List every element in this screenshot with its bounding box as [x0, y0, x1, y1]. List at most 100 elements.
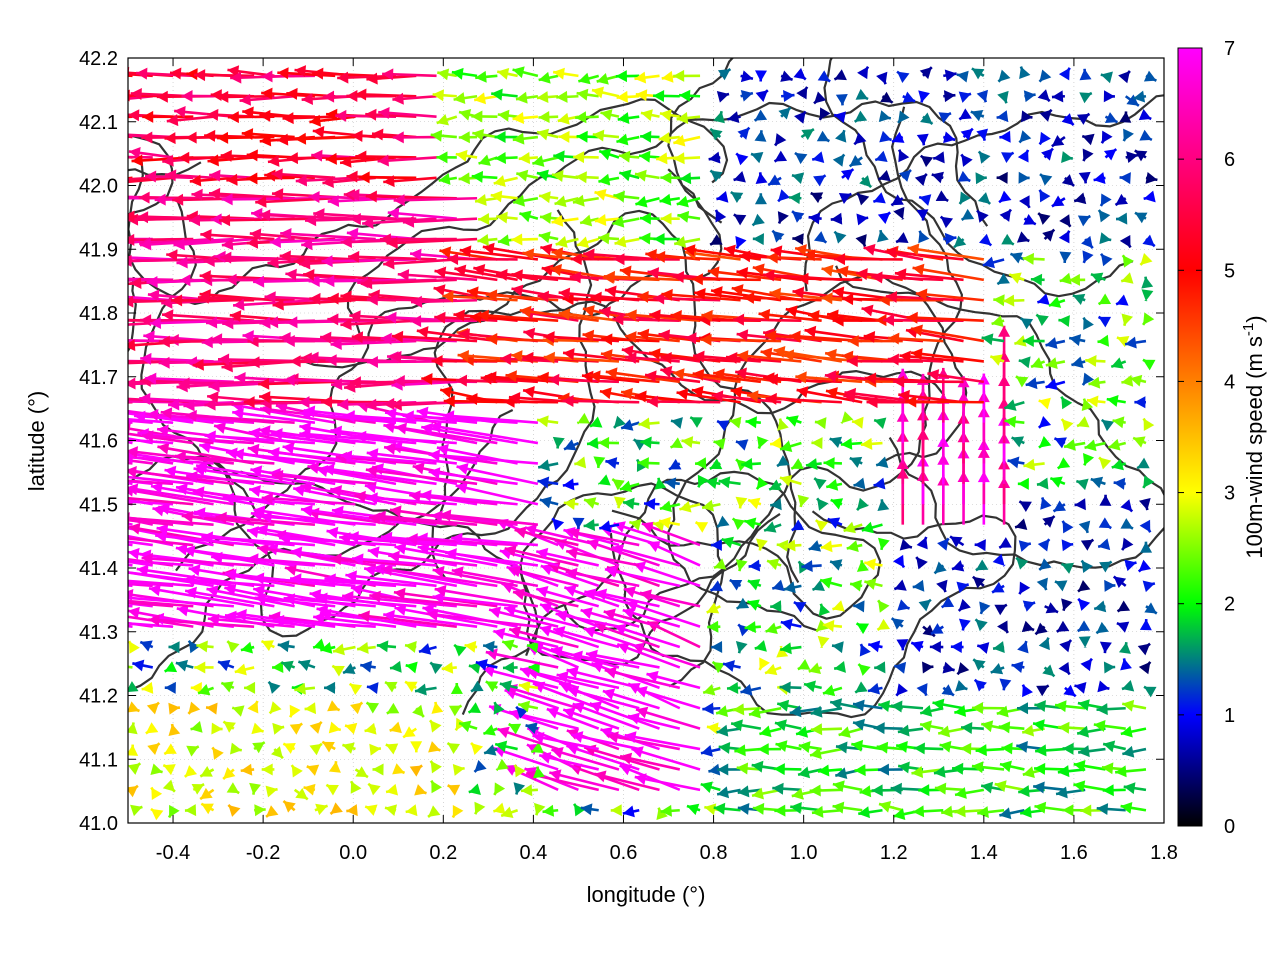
wind-vector-head [774, 719, 787, 732]
wind-vector-head [148, 614, 160, 627]
wind-vector-shaft [128, 237, 194, 242]
wind-vector-head [556, 671, 569, 683]
wind-vector-head [73, 391, 84, 403]
wind-vector-head [280, 227, 292, 240]
wind-vector-head [718, 476, 731, 489]
wind-vector-head [707, 620, 719, 633]
wind-vector-head [871, 784, 883, 797]
wind-vector-head [300, 481, 313, 494]
wind-vector-head [380, 332, 392, 345]
wind-vector-head [710, 539, 722, 552]
wind-vector-head [811, 437, 823, 450]
wind-vector-head [349, 376, 361, 389]
wind-vector-shaft [653, 296, 721, 302]
wind-vector-head [589, 416, 603, 428]
wind-vector-head [911, 348, 923, 360]
wind-vector-head [204, 398, 216, 411]
wind-vector-head [221, 193, 233, 206]
wind-vector-head [175, 659, 188, 672]
wind-vector-head [146, 702, 160, 715]
wind-vector-head [447, 253, 459, 266]
wind-vector-head [918, 90, 930, 103]
wind-vector-head [878, 600, 890, 613]
wind-vector-head [834, 231, 847, 244]
wind-vector-head [1082, 250, 1094, 263]
wind-vector-head [943, 131, 956, 144]
wind-vector-head [229, 310, 242, 323]
wind-vector-head [835, 93, 848, 106]
wind-vector-head [572, 702, 586, 714]
wind-vector-head [1099, 232, 1112, 245]
wind-vector-head [1062, 804, 1074, 817]
wind-vector-head [550, 646, 564, 658]
wind-vector-head [65, 503, 77, 515]
wind-vector-head [1106, 394, 1119, 407]
wind-vector-head [1039, 558, 1052, 570]
wind-vector-shaft [554, 539, 620, 567]
wind-vector-head [385, 681, 398, 693]
wind-vector-shaft [391, 334, 478, 343]
wind-vector-head [320, 642, 333, 654]
wind-vector-head [551, 747, 564, 759]
wind-vector-head [366, 355, 378, 368]
wind-vector-head [459, 108, 472, 121]
wind-vector-head [1122, 537, 1134, 551]
wind-vector-head [295, 787, 308, 800]
wind-vector-shaft [292, 487, 376, 506]
wind-vector-head [918, 784, 930, 797]
wind-vector-head [366, 492, 378, 505]
wind-vector-head [513, 194, 525, 207]
wind-vector-head [603, 270, 615, 283]
wind-vector-head [257, 543, 269, 556]
wind-vector-head [997, 620, 1008, 633]
wind-vector-shaft [915, 292, 984, 302]
wind-vector-head [1048, 296, 1062, 308]
wind-vector-head [732, 313, 745, 326]
wind-vector-shaft [327, 196, 397, 203]
wind-vector-head [736, 597, 750, 609]
wind-vector-head [1117, 600, 1131, 612]
wind-vector-shaft [315, 596, 417, 608]
wind-vector-head [316, 592, 328, 605]
wind-vector-head [1082, 372, 1095, 386]
wind-vector-head [128, 109, 140, 122]
wind-vector-head [1045, 337, 1058, 349]
wind-vector-head [1059, 272, 1072, 285]
wind-vector-shaft [128, 518, 174, 526]
wind-vector-head [430, 129, 443, 142]
wind-vector-head [140, 314, 152, 327]
wind-vector-head [240, 641, 253, 654]
wind-vector-head [993, 641, 1005, 654]
wind-vector-shaft [303, 272, 397, 282]
wind-vector-head [546, 707, 560, 719]
wind-vector-head [879, 800, 892, 813]
wind-vector-head [824, 370, 837, 383]
wind-vector-head [864, 372, 877, 385]
wind-vector-head [701, 309, 713, 322]
wind-vector-head [483, 640, 495, 653]
wind-vector-head [1020, 110, 1033, 123]
wind-vector-head [627, 712, 640, 725]
wind-vector-head [681, 436, 694, 449]
wind-vector-shaft [128, 94, 153, 101]
wind-vector-head [1134, 212, 1148, 224]
wind-vector-head [815, 520, 829, 532]
wind-vector-head [896, 639, 909, 651]
wind-vector-head [648, 348, 661, 361]
wind-vector-head [145, 372, 157, 385]
wind-vector-head [1123, 128, 1134, 142]
wind-vector-head [1104, 579, 1116, 592]
wind-vector-head [277, 640, 290, 653]
wind-vector-head [188, 214, 201, 227]
wind-vector-head [558, 287, 571, 300]
wind-vector-head [393, 194, 405, 207]
wind-vector-head [442, 410, 455, 423]
wind-vector-head [139, 392, 151, 405]
wind-vector-head [451, 566, 464, 579]
wind-vector-head [282, 112, 294, 125]
wind-vector-head [568, 527, 581, 540]
wind-vector-head [599, 387, 612, 400]
wind-vector-head [957, 170, 971, 182]
wind-vector-head [326, 108, 338, 121]
wind-vector-head [301, 92, 313, 105]
